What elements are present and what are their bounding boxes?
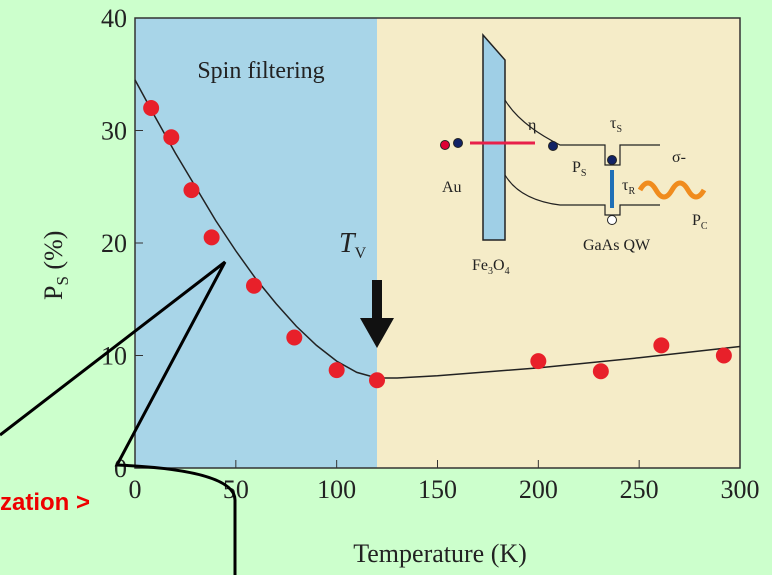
inset-label: η: [528, 117, 536, 134]
y-tick-label: 20: [101, 229, 127, 258]
y-label-main: P: [39, 286, 68, 300]
data-point: [204, 229, 220, 245]
inset-sub: R: [628, 186, 635, 197]
data-point: [716, 348, 732, 364]
x-tick-label: 200: [519, 475, 558, 504]
y-label-sub: S: [53, 276, 72, 285]
inset-sub: 4: [505, 266, 510, 277]
inset-label: GaAs QW: [583, 237, 651, 254]
x-tick-label: 0: [129, 475, 142, 504]
x-tick-label: 250: [620, 475, 659, 504]
x-tick-label: 100: [317, 475, 356, 504]
inset-sub: C: [701, 221, 708, 232]
data-point: [593, 363, 609, 379]
data-point: [183, 182, 199, 198]
inset-text: η: [528, 117, 536, 134]
y-label-suffix: (%): [39, 231, 68, 276]
inset-text: P: [692, 212, 701, 229]
page: Spin filtering05010015020025030001020304…: [0, 0, 772, 575]
y-tick-label: 40: [101, 4, 127, 33]
inset-sub: S: [616, 124, 622, 135]
inset-electron: [608, 156, 617, 165]
inset-label: σ-: [672, 149, 686, 166]
inset-text: P: [572, 159, 581, 176]
inset-text: Au: [442, 179, 462, 196]
x-tick-label: 150: [418, 475, 457, 504]
inset-electron: [608, 216, 617, 225]
inset-text: σ-: [672, 149, 686, 166]
x-tick-label: 300: [721, 475, 760, 504]
data-point: [163, 129, 179, 145]
marker-sub: V: [355, 245, 367, 262]
inset-sub: S: [581, 168, 587, 179]
inset-text: O: [493, 257, 505, 274]
data-point: [530, 353, 546, 369]
data-point: [329, 362, 345, 378]
inset-text: Fe: [472, 257, 488, 274]
data-point: [143, 100, 159, 116]
inset-electron: [549, 142, 558, 151]
inset-electron: [454, 139, 463, 148]
y-axis-label: PS (%): [39, 231, 72, 300]
data-point: [369, 372, 385, 388]
inset-electron: [441, 141, 450, 150]
inset-label: Au: [442, 179, 462, 196]
data-point: [653, 337, 669, 353]
inset-barrier: [483, 35, 505, 240]
inset-text: GaAs QW: [583, 237, 651, 254]
data-point: [246, 278, 262, 294]
slide: Spin filtering05010015020025030001020304…: [0, 0, 772, 575]
region: [377, 18, 740, 468]
callout-text: zation >: [0, 489, 90, 516]
region-label: Spin filtering: [197, 58, 324, 84]
data-point: [286, 330, 302, 346]
y-tick-label: 30: [101, 117, 127, 146]
x-axis-label: Temperature (K): [353, 539, 527, 568]
